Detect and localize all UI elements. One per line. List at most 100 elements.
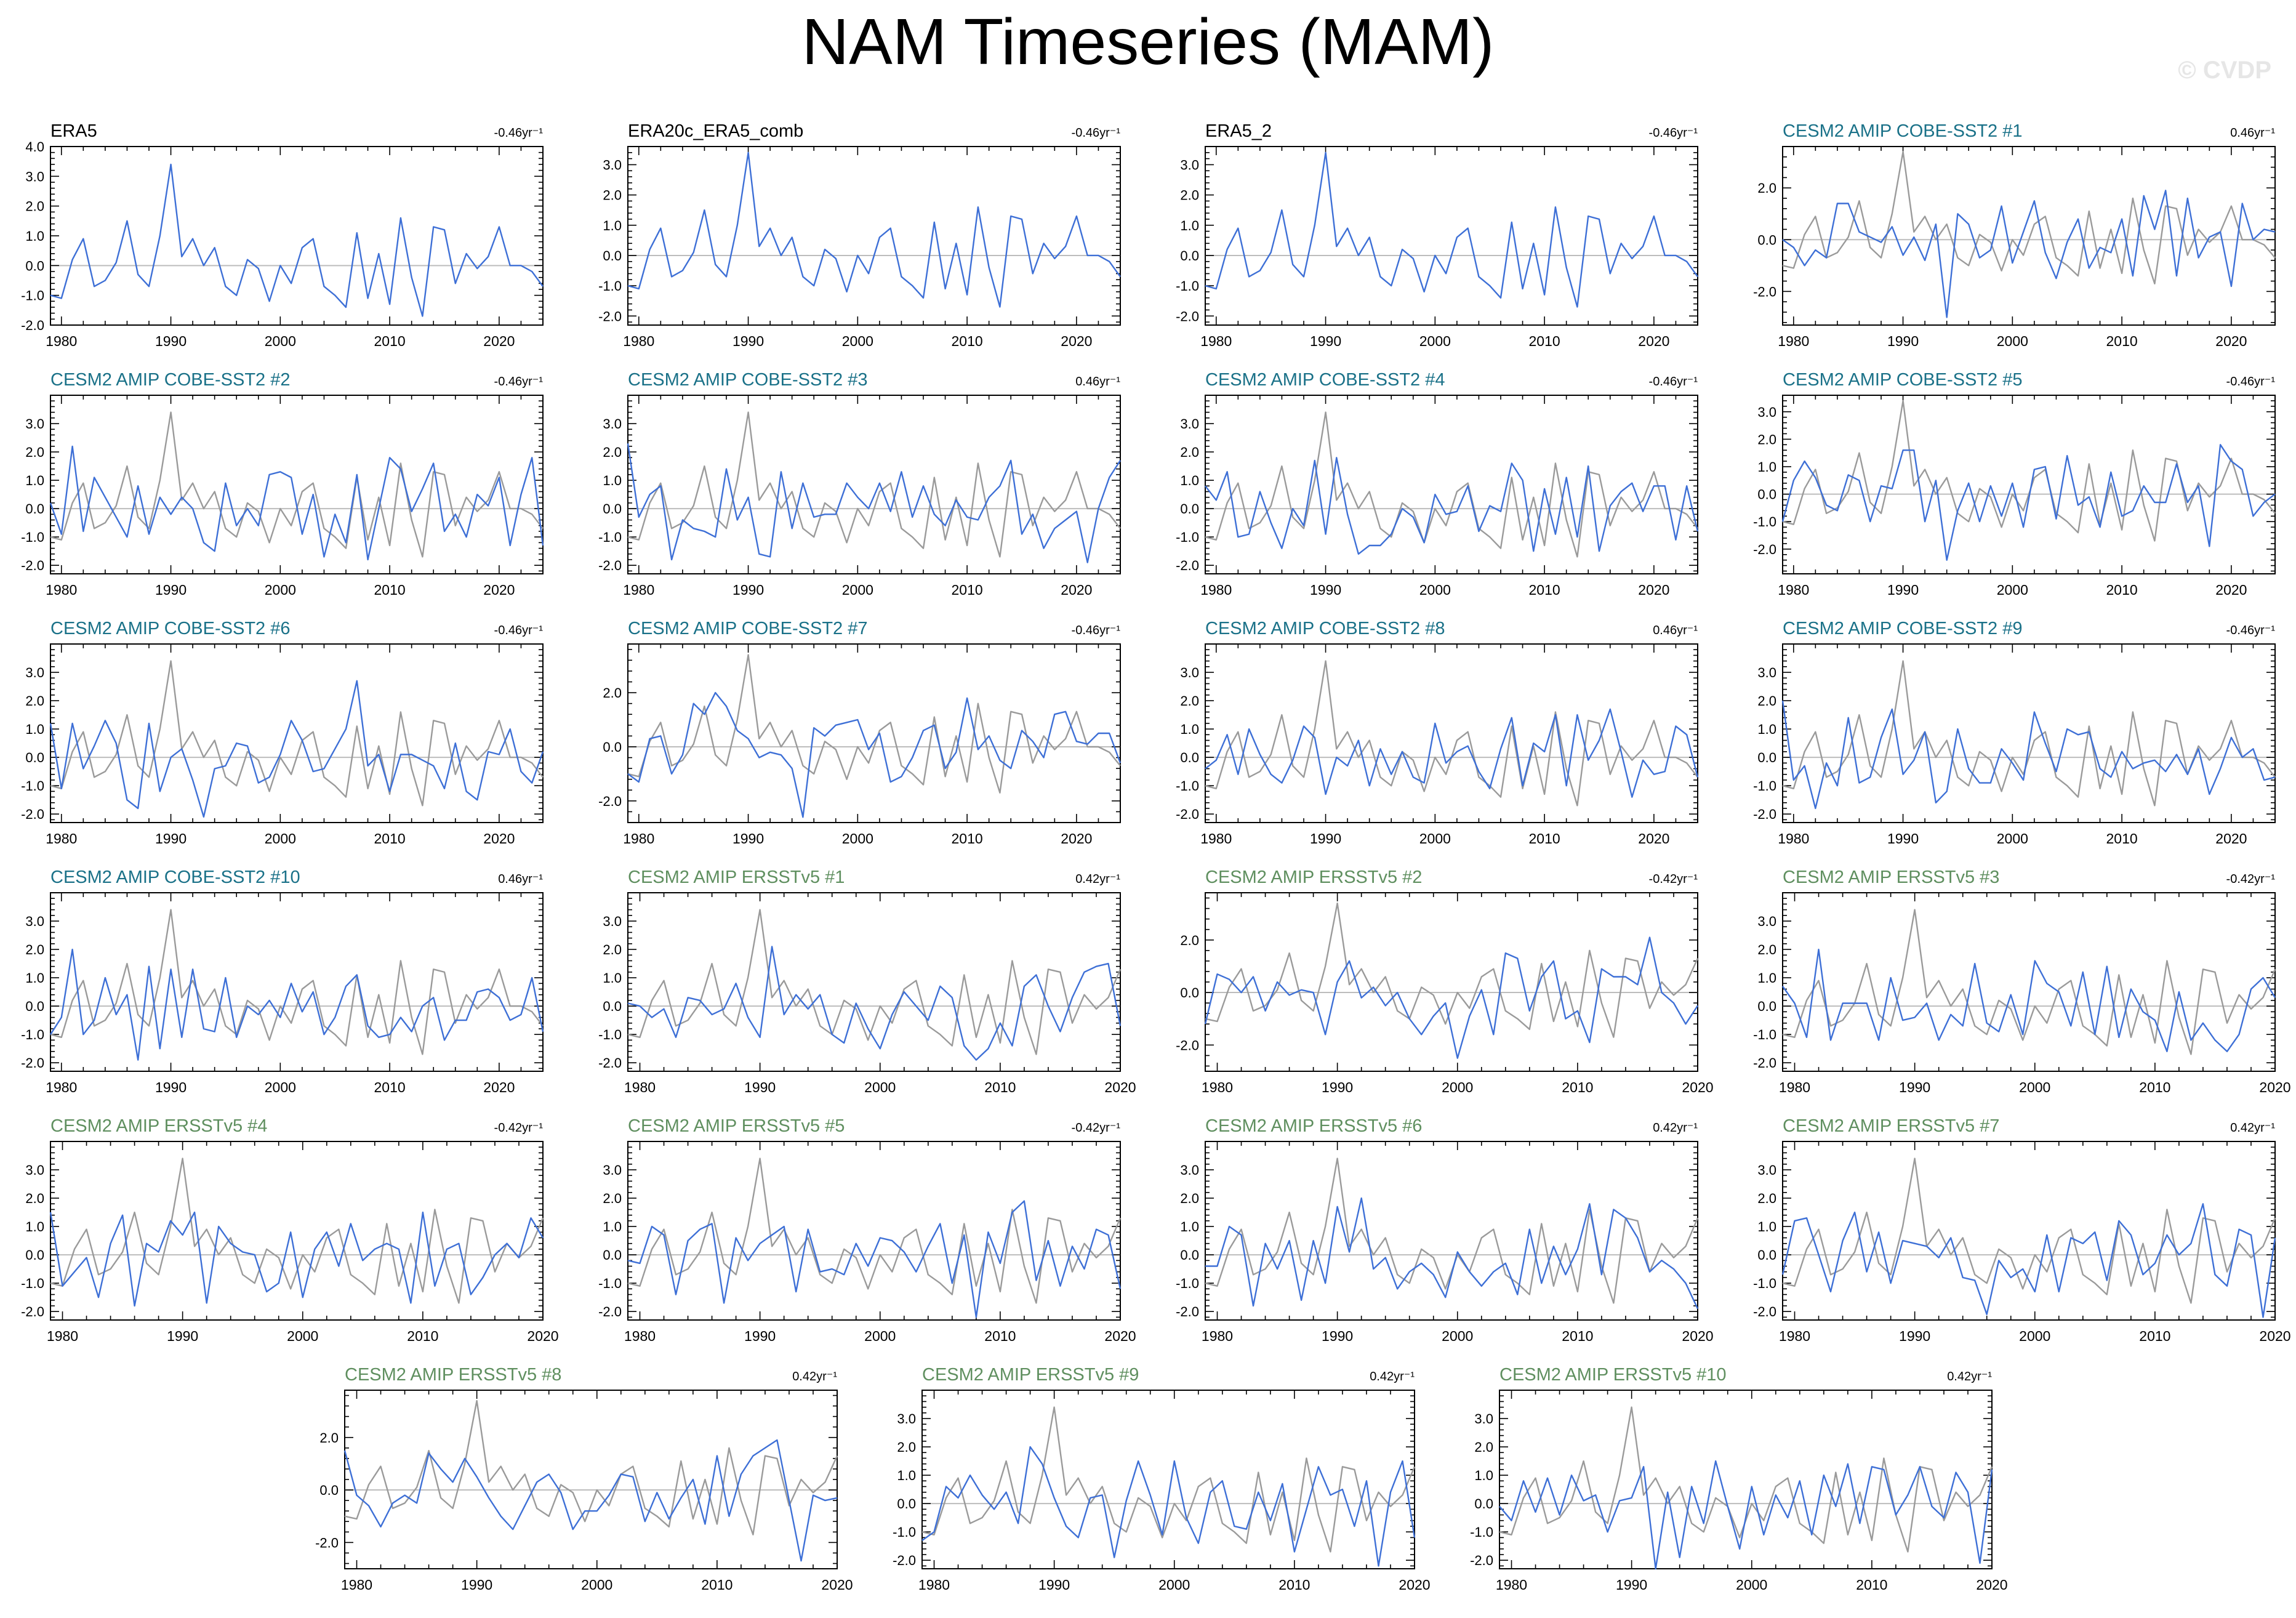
panel-title: CESM2 AMIP COBE-SST2 #2 xyxy=(50,370,291,390)
y-tick-label: 2.0 xyxy=(1180,933,1199,948)
trend-label: -0.46yr⁻¹ xyxy=(1072,624,1121,637)
x-tick-label: 1990 xyxy=(155,333,187,349)
obs-reference-line xyxy=(921,1406,1416,1553)
panel-12: CESM2 AMIP COBE-SST2 #9 -0.46yr⁻¹ 3.0 2.0 1.… xyxy=(1753,619,2276,847)
model-series-line xyxy=(49,1211,544,1307)
y-tick-label: -2.0 xyxy=(1176,558,1199,573)
y-tick-label: 1.0 xyxy=(1180,218,1199,233)
y-tick-label: 0.0 xyxy=(1757,232,1776,248)
x-tick-label: 2010 xyxy=(374,831,406,847)
obs-reference-line xyxy=(1205,902,1699,1038)
page-title: NAM Timeseries (MAM) xyxy=(801,6,1495,78)
x-tick-label: 2020 xyxy=(483,582,515,598)
y-tick-label: 0.0 xyxy=(25,750,44,765)
panel-16: CESM2 AMIP ERSSTv5 #3 -0.42yr⁻¹ 3.0 2.0 1.0 0… xyxy=(1753,867,2291,1095)
x-tick-label: 1990 xyxy=(1310,582,1341,598)
x-tick-label: 2000 xyxy=(287,1328,318,1344)
y-tick-label: 3.0 xyxy=(1757,914,1776,929)
panel-6: CESM2 AMIP COBE-SST2 #3 0.46yr⁻¹ 3.0 2.0 1.0… xyxy=(598,370,1122,598)
y-tick-label: 0.0 xyxy=(25,501,44,517)
trend-label: -0.46yr⁻¹ xyxy=(2226,624,2276,637)
y-tick-label: 3.0 xyxy=(897,1411,916,1427)
y-tick-label: -2.0 xyxy=(21,807,44,822)
panel-20: CESM2 AMIP ERSSTv5 #7 0.42yr⁻¹ 3.0 2.0 1.0 0.… xyxy=(1753,1116,2291,1344)
plot-frame xyxy=(1205,146,1698,326)
x-tick-label: 1990 xyxy=(1899,1328,1930,1344)
y-tick-label: 1.0 xyxy=(603,970,622,986)
y-tick-label: 1.0 xyxy=(25,473,44,488)
plot-frame xyxy=(50,892,544,1072)
model-series-line xyxy=(627,443,1122,563)
y-tick-label: 0.0 xyxy=(1757,487,1776,502)
y-tick-label: 3.0 xyxy=(25,665,44,680)
y-tick-label: 0.0 xyxy=(25,1247,44,1263)
y-tick-label: 0.0 xyxy=(603,501,622,517)
y-tick-label: 2.0 xyxy=(1757,180,1776,196)
y-tick-label: 0.0 xyxy=(1180,985,1199,1000)
trend-label: -0.46yr⁻¹ xyxy=(1649,126,1698,140)
x-tick-label: 1990 xyxy=(155,1079,187,1095)
x-tick-label: 2000 xyxy=(1419,831,1451,847)
model-series-line xyxy=(1205,708,1699,798)
plot-frame xyxy=(1782,892,2276,1072)
y-tick-label: -1.0 xyxy=(1470,1524,1493,1540)
x-tick-label: 2000 xyxy=(1158,1577,1190,1593)
y-tick-label: -1.0 xyxy=(1753,1027,1776,1042)
trend-label: 0.42yr⁻¹ xyxy=(1947,1370,1992,1383)
y-tick-label: 2.0 xyxy=(25,942,44,957)
y-tick-label: -2.0 xyxy=(598,794,622,809)
panel-title: CESM2 AMIP COBE-SST2 #6 xyxy=(50,619,291,638)
x-tick-label: 1990 xyxy=(733,582,764,598)
y-tick-label: -1.0 xyxy=(1176,1276,1199,1291)
y-tick-label: -2.0 xyxy=(1176,1037,1199,1053)
x-tick-label: 2010 xyxy=(2106,333,2138,349)
trend-label: 0.46yr⁻¹ xyxy=(498,872,543,886)
x-tick-label: 2020 xyxy=(1399,1577,1430,1593)
obs-series-line xyxy=(50,163,544,317)
obs-series-line xyxy=(627,151,1121,308)
trend-label: 0.46yr⁻¹ xyxy=(1075,375,1120,388)
x-tick-label: 1980 xyxy=(1200,582,1232,598)
x-tick-label: 2000 xyxy=(581,1577,612,1593)
plot-frame xyxy=(1499,1390,1993,1569)
y-tick-label: 1.0 xyxy=(603,473,622,488)
y-tick-label: 0.0 xyxy=(25,258,44,273)
panel-1: ERA5 -0.46yr⁻¹ 4.0 3.0 2.0 1.0 0.0 -1.0 -2.01980… xyxy=(21,121,544,349)
plot-frame xyxy=(1205,892,1698,1072)
x-tick-label: 2010 xyxy=(2139,1328,2170,1344)
x-tick-label: 1980 xyxy=(1778,333,1809,349)
y-tick-label: 1.0 xyxy=(25,228,44,244)
y-tick-label: 2.0 xyxy=(25,445,44,460)
y-tick-label: 1.0 xyxy=(1180,1219,1199,1234)
y-tick-label: 3.0 xyxy=(1757,404,1776,420)
obs-series-line xyxy=(1205,151,1698,308)
y-tick-label: -1.0 xyxy=(1753,514,1776,529)
plot-frame xyxy=(344,1390,838,1569)
model-series-line xyxy=(1205,457,1699,555)
y-tick-label: 0.0 xyxy=(1180,501,1199,517)
panel-title: CESM2 AMIP ERSSTv5 #3 xyxy=(1783,867,1999,887)
x-tick-label: 2020 xyxy=(527,1328,558,1344)
panel-title: CESM2 AMIP ERSSTv5 #5 xyxy=(628,1116,845,1136)
x-tick-label: 2000 xyxy=(1442,1328,1473,1344)
panel-18: CESM2 AMIP ERSSTv5 #5 -0.42yr⁻¹ 3.0 2.0 1.0 0… xyxy=(598,1116,1136,1344)
x-tick-label: 2010 xyxy=(2106,831,2138,847)
y-tick-label: -2.0 xyxy=(21,1055,44,1071)
obs-reference-line xyxy=(50,411,544,558)
obs-reference-line xyxy=(627,1157,1122,1304)
plot-frame xyxy=(627,146,1121,326)
panel-title: ERA20c_ERA5_comb xyxy=(628,121,803,141)
panel-22: CESM2 AMIP ERSSTv5 #9 0.42yr⁻¹ 3.0 2.0 1.0 0.… xyxy=(893,1365,1431,1593)
panel-11: CESM2 AMIP COBE-SST2 #8 0.46yr⁻¹ 3.0 2.0 1.0… xyxy=(1176,619,1699,847)
y-tick-label: 3.0 xyxy=(25,1162,44,1178)
plot-frame xyxy=(1205,643,1698,823)
obs-reference-line xyxy=(627,909,1122,1055)
y-tick-label: 2.0 xyxy=(1757,693,1776,709)
model-series-line xyxy=(1499,1460,1993,1570)
x-tick-label: 1990 xyxy=(1310,831,1341,847)
x-tick-label: 1990 xyxy=(1310,333,1341,349)
x-tick-label: 1980 xyxy=(918,1577,950,1593)
trend-label: 0.42yr⁻¹ xyxy=(792,1370,837,1383)
panel-14: CESM2 AMIP ERSSTv5 #1 0.42yr⁻¹ 3.0 2.0 1.0 0.… xyxy=(598,867,1136,1095)
panel-title: CESM2 AMIP ERSSTv5 #1 xyxy=(628,867,845,887)
